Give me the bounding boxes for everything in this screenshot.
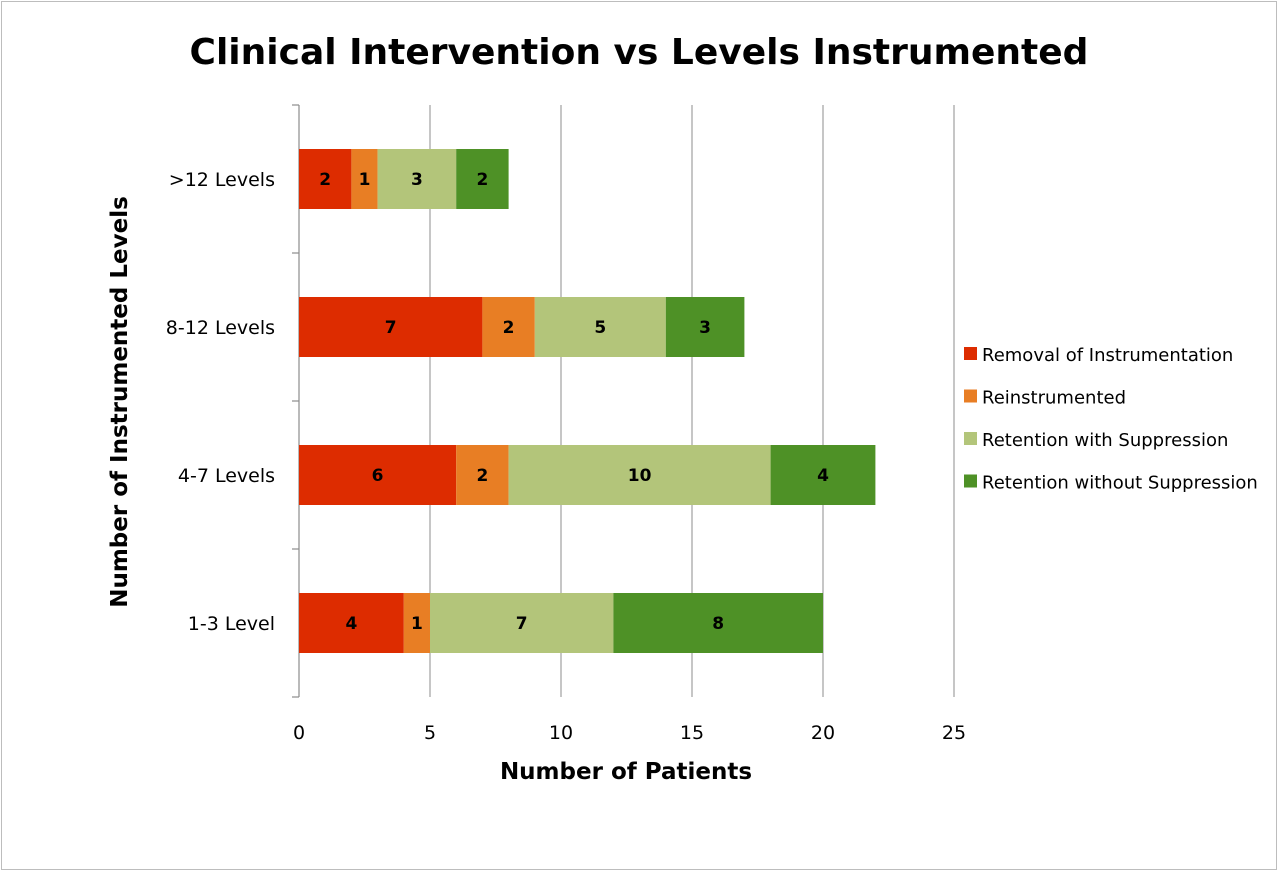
x-tick-label-15: 15 <box>680 722 704 744</box>
bar-segment <box>665 297 745 357</box>
legend-swatch <box>964 347 977 360</box>
x-tick-label-0: 0 <box>293 722 305 744</box>
bar-value-label: 1 <box>359 170 371 190</box>
bar-value-label: 2 <box>476 170 488 190</box>
bar-value-label: 3 <box>411 170 423 190</box>
bar-segment <box>403 593 430 653</box>
bar-value-label: 10 <box>628 466 652 486</box>
bar-value-label: 7 <box>516 614 528 634</box>
bar-segment <box>299 149 352 209</box>
chart-title: Clinical Intervention vs Levels Instrume… <box>190 32 1089 73</box>
bar-segment <box>508 445 771 505</box>
legend-item: Retention without Suppression <box>964 473 1258 494</box>
legend-item: Removal of Instrumentation <box>964 345 1233 366</box>
legend-item: Reinstrumented <box>964 388 1126 409</box>
bar-segment <box>377 149 457 209</box>
bar-segment <box>534 297 666 357</box>
bar-value-label: 6 <box>372 466 384 486</box>
legend-label: Reinstrumented <box>982 388 1126 409</box>
x-tick-label-20: 20 <box>811 722 835 744</box>
bar-value-label: 8 <box>712 614 724 634</box>
bar-value-label: 1 <box>411 614 423 634</box>
y-tick-label: 4-7 Levels <box>178 465 275 487</box>
x-tick-label-10: 10 <box>549 722 573 744</box>
bar-value-label: 2 <box>319 170 331 190</box>
legend-swatch <box>964 389 977 403</box>
bar-segment <box>770 445 876 505</box>
bar-segment <box>456 445 509 505</box>
y-tick-label: >12 Levels <box>169 169 275 191</box>
y-axis-title: Number of Instrumented Levels <box>107 196 133 608</box>
bar-segment <box>299 445 457 505</box>
data-labels: 4 1 7 8 6 2 10 4 7 2 5 3 2 1 3 2 <box>319 170 829 634</box>
bar-value-label: 2 <box>476 466 488 486</box>
bar-value-label: 5 <box>594 318 606 338</box>
bar-segment <box>613 593 823 653</box>
legend: Removal of Instrumentation Reinstrumented… <box>964 345 1258 494</box>
bar-value-label: 2 <box>503 318 515 338</box>
x-tick-label-5: 5 <box>424 722 436 744</box>
bar-segment <box>299 593 404 653</box>
legend-swatch <box>964 432 977 445</box>
y-tick-label: 1-3 Level <box>188 613 275 635</box>
bar-segment <box>482 297 535 357</box>
bars <box>299 149 876 653</box>
x-axis-title: Number of Patients <box>500 759 752 785</box>
legend-item: Retention with Suppression <box>964 430 1228 451</box>
legend-label: Retention without Suppression <box>982 473 1258 494</box>
bar-segment <box>456 149 509 209</box>
legend-label: Removal of Instrumentation <box>982 345 1233 366</box>
bar-value-label: 4 <box>817 466 829 486</box>
x-tick-label-25: 25 <box>942 722 966 744</box>
legend-label: Retention with Suppression <box>982 430 1228 451</box>
bar-segment <box>351 149 378 209</box>
y-tick-label: 8-12 Levels <box>166 317 275 339</box>
bar-value-label: 3 <box>699 318 711 338</box>
legend-swatch <box>964 474 977 488</box>
bar-segment <box>299 297 483 357</box>
bar-segment <box>430 593 614 653</box>
bar-value-label: 4 <box>345 614 357 634</box>
bar-value-label: 7 <box>385 318 397 338</box>
